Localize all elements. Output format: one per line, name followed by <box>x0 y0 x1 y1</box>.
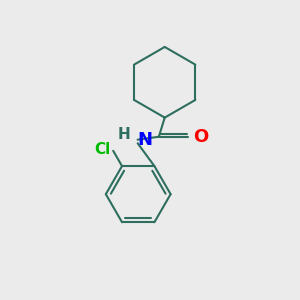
Text: N: N <box>138 131 153 149</box>
Text: O: O <box>193 128 208 146</box>
Text: Cl: Cl <box>94 142 110 157</box>
Text: H: H <box>118 127 131 142</box>
